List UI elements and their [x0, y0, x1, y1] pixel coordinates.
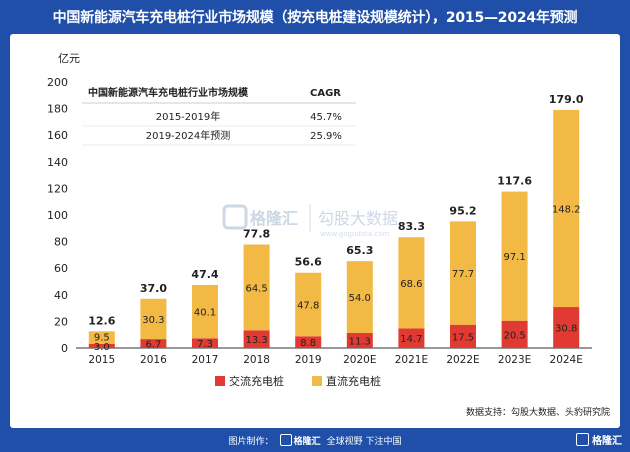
y-tick-label: 120 — [47, 182, 68, 195]
bar-ac — [243, 330, 270, 348]
corner-logo: 格隆汇 — [576, 432, 622, 447]
bar-ac — [398, 328, 425, 348]
cagr-row-period: 2015-2019年 — [156, 110, 221, 123]
legend-swatch-dc — [312, 376, 322, 386]
bar-dc-label: 47.8 — [297, 301, 319, 312]
bar-dc-label: 9.5 — [94, 333, 110, 344]
bar-ac — [88, 344, 115, 348]
page-title: 中国新能源汽车充电桩行业市场规模（按充电桩建设规模统计），2015—2024年预… — [52, 10, 578, 26]
bar-dc-label: 68.6 — [400, 279, 422, 290]
bar-total-label: 12.6 — [88, 314, 115, 327]
bar-dc — [450, 221, 476, 325]
bar-dc-label: 40.1 — [194, 308, 216, 319]
y-tick-label: 200 — [47, 76, 68, 89]
bar-dc-label: 54.0 — [349, 293, 371, 304]
x-tick-label: 2022E — [446, 354, 479, 366]
bar-ac — [553, 307, 580, 348]
watermark-url: www.gogudata.com — [320, 230, 389, 238]
bar-dc — [501, 191, 528, 321]
bar-ac — [295, 336, 322, 348]
bar-ac-label: 17.5 — [452, 332, 474, 343]
x-tick-label: 2019 — [295, 354, 322, 366]
footer: 图片制作： 格隆汇 全球视野 下注中国 — [0, 428, 630, 452]
footer-made-by: 图片制作： — [228, 436, 274, 447]
bar-ac-label: 11.3 — [349, 336, 371, 347]
bar-dc — [140, 298, 167, 340]
x-tick-label: 2020E — [343, 354, 376, 366]
y-tick-label: 40 — [54, 289, 68, 302]
x-tick-label: 2023E — [498, 354, 531, 366]
bar-ac-label: 3.0 — [94, 342, 110, 353]
bar-dc-label: 97.1 — [503, 252, 525, 263]
bar-dc — [295, 272, 322, 337]
bar-total-label: 117.6 — [497, 175, 532, 188]
bar-ac-label: 6.7 — [145, 340, 161, 351]
cagr-header-label: 中国新能源汽车充电桩行业市场规模 — [88, 86, 249, 99]
bar-total-label: 65.3 — [346, 244, 373, 257]
x-tick-label: 2018 — [243, 354, 270, 366]
bar-total-label: 77.8 — [243, 228, 270, 241]
x-tick-label: 2016 — [140, 354, 167, 366]
bar-dc — [243, 244, 270, 331]
y-tick-label: 140 — [47, 156, 68, 169]
bar-ac — [501, 320, 528, 348]
bar-ac-label: 30.8 — [555, 324, 577, 335]
legend-label-dc: 直流充电桩 — [326, 374, 381, 388]
footer-logo-text: 格隆汇 — [293, 436, 321, 447]
bar-ac-label: 7.3 — [197, 339, 213, 350]
bar-dc — [553, 109, 580, 308]
bar-ac — [140, 339, 167, 348]
bar-chart: 亿元 0 20 40 60 80 100 120 140 160 180 200 格隆汇 勾股大数据 www… — [47, 52, 610, 418]
watermark-logo-icon — [222, 204, 248, 230]
cagr-row-value: 25.9% — [310, 131, 342, 142]
cagr-row-period: 2019-2024年预测 — [146, 129, 231, 142]
bar-ac — [346, 332, 373, 348]
source-note: 数据支持：勾股大数据、头豹研究院 — [466, 406, 610, 418]
x-tick-label: 2015 — [88, 354, 115, 366]
x-tick-label: 2021E — [395, 354, 428, 366]
cagr-header-value: CAGR — [310, 88, 341, 99]
y-tick-label: 20 — [54, 315, 68, 328]
footer-slogan: 全球视野 下注中国 — [326, 436, 402, 447]
y-tick-label: 180 — [47, 103, 68, 116]
y-tick-label: 0 — [61, 342, 68, 355]
x-tick-label: 2024E — [550, 354, 583, 366]
y-tick-label: 80 — [54, 236, 68, 249]
brand-logo-icon — [279, 434, 292, 446]
chart-panel: 亿元 0 20 40 60 80 100 120 140 160 180 200 格隆汇 勾股大数据 www… — [10, 34, 620, 428]
y-tick-label: 160 — [47, 129, 68, 142]
y-tick-label: 60 — [54, 262, 68, 275]
bar-dc-label: 64.5 — [245, 283, 267, 294]
bar-total-label: 179.0 — [549, 93, 584, 106]
watermark-logo-text: 格隆汇 — [250, 209, 298, 228]
bar-dc — [346, 261, 373, 333]
watermark-text: 勾股大数据 — [318, 209, 398, 228]
bar-total-label: 47.4 — [191, 268, 218, 281]
bar-dc-label: 77.7 — [452, 269, 474, 280]
bar-ac — [450, 324, 476, 348]
bar-ac-label: 8.8 — [300, 338, 316, 349]
corner-logo-text: 格隆汇 — [592, 436, 622, 447]
cagr-row-value: 45.7% — [310, 112, 342, 123]
y-tick-label: 100 — [47, 209, 68, 222]
bar-ac-label: 20.5 — [503, 330, 525, 341]
bar-total-label: 56.6 — [295, 256, 322, 269]
bar-dc-label: 148.2 — [552, 204, 581, 215]
y-unit-label: 亿元 — [58, 52, 80, 65]
bar-total-label: 95.2 — [449, 204, 476, 217]
bar-dc — [88, 331, 115, 345]
bar-dc — [192, 284, 218, 339]
bar-total-label: 83.3 — [398, 220, 425, 233]
bar-dc — [398, 237, 425, 329]
bar-ac-label: 14.7 — [400, 334, 422, 345]
bar-total-label: 37.0 — [140, 282, 167, 295]
corner-logo-icon — [576, 433, 589, 446]
bar-dc-label: 30.3 — [142, 315, 164, 326]
legend-label-ac: 交流充电桩 — [229, 374, 284, 388]
x-tick-label: 2017 — [192, 354, 219, 366]
legend-swatch-ac — [215, 376, 225, 386]
footer-logo: 格隆汇 — [279, 434, 321, 447]
bar-ac-label: 13.3 — [245, 335, 267, 346]
bar-ac — [192, 338, 218, 348]
